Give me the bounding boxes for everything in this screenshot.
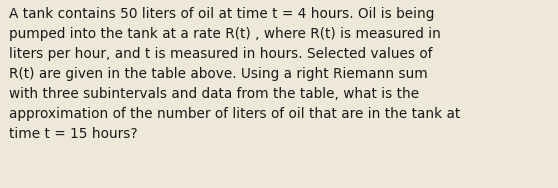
Text: A tank contains 50 liters of oil at time t = 4 hours. Oil is being
pumped into t: A tank contains 50 liters of oil at time… bbox=[9, 7, 460, 141]
